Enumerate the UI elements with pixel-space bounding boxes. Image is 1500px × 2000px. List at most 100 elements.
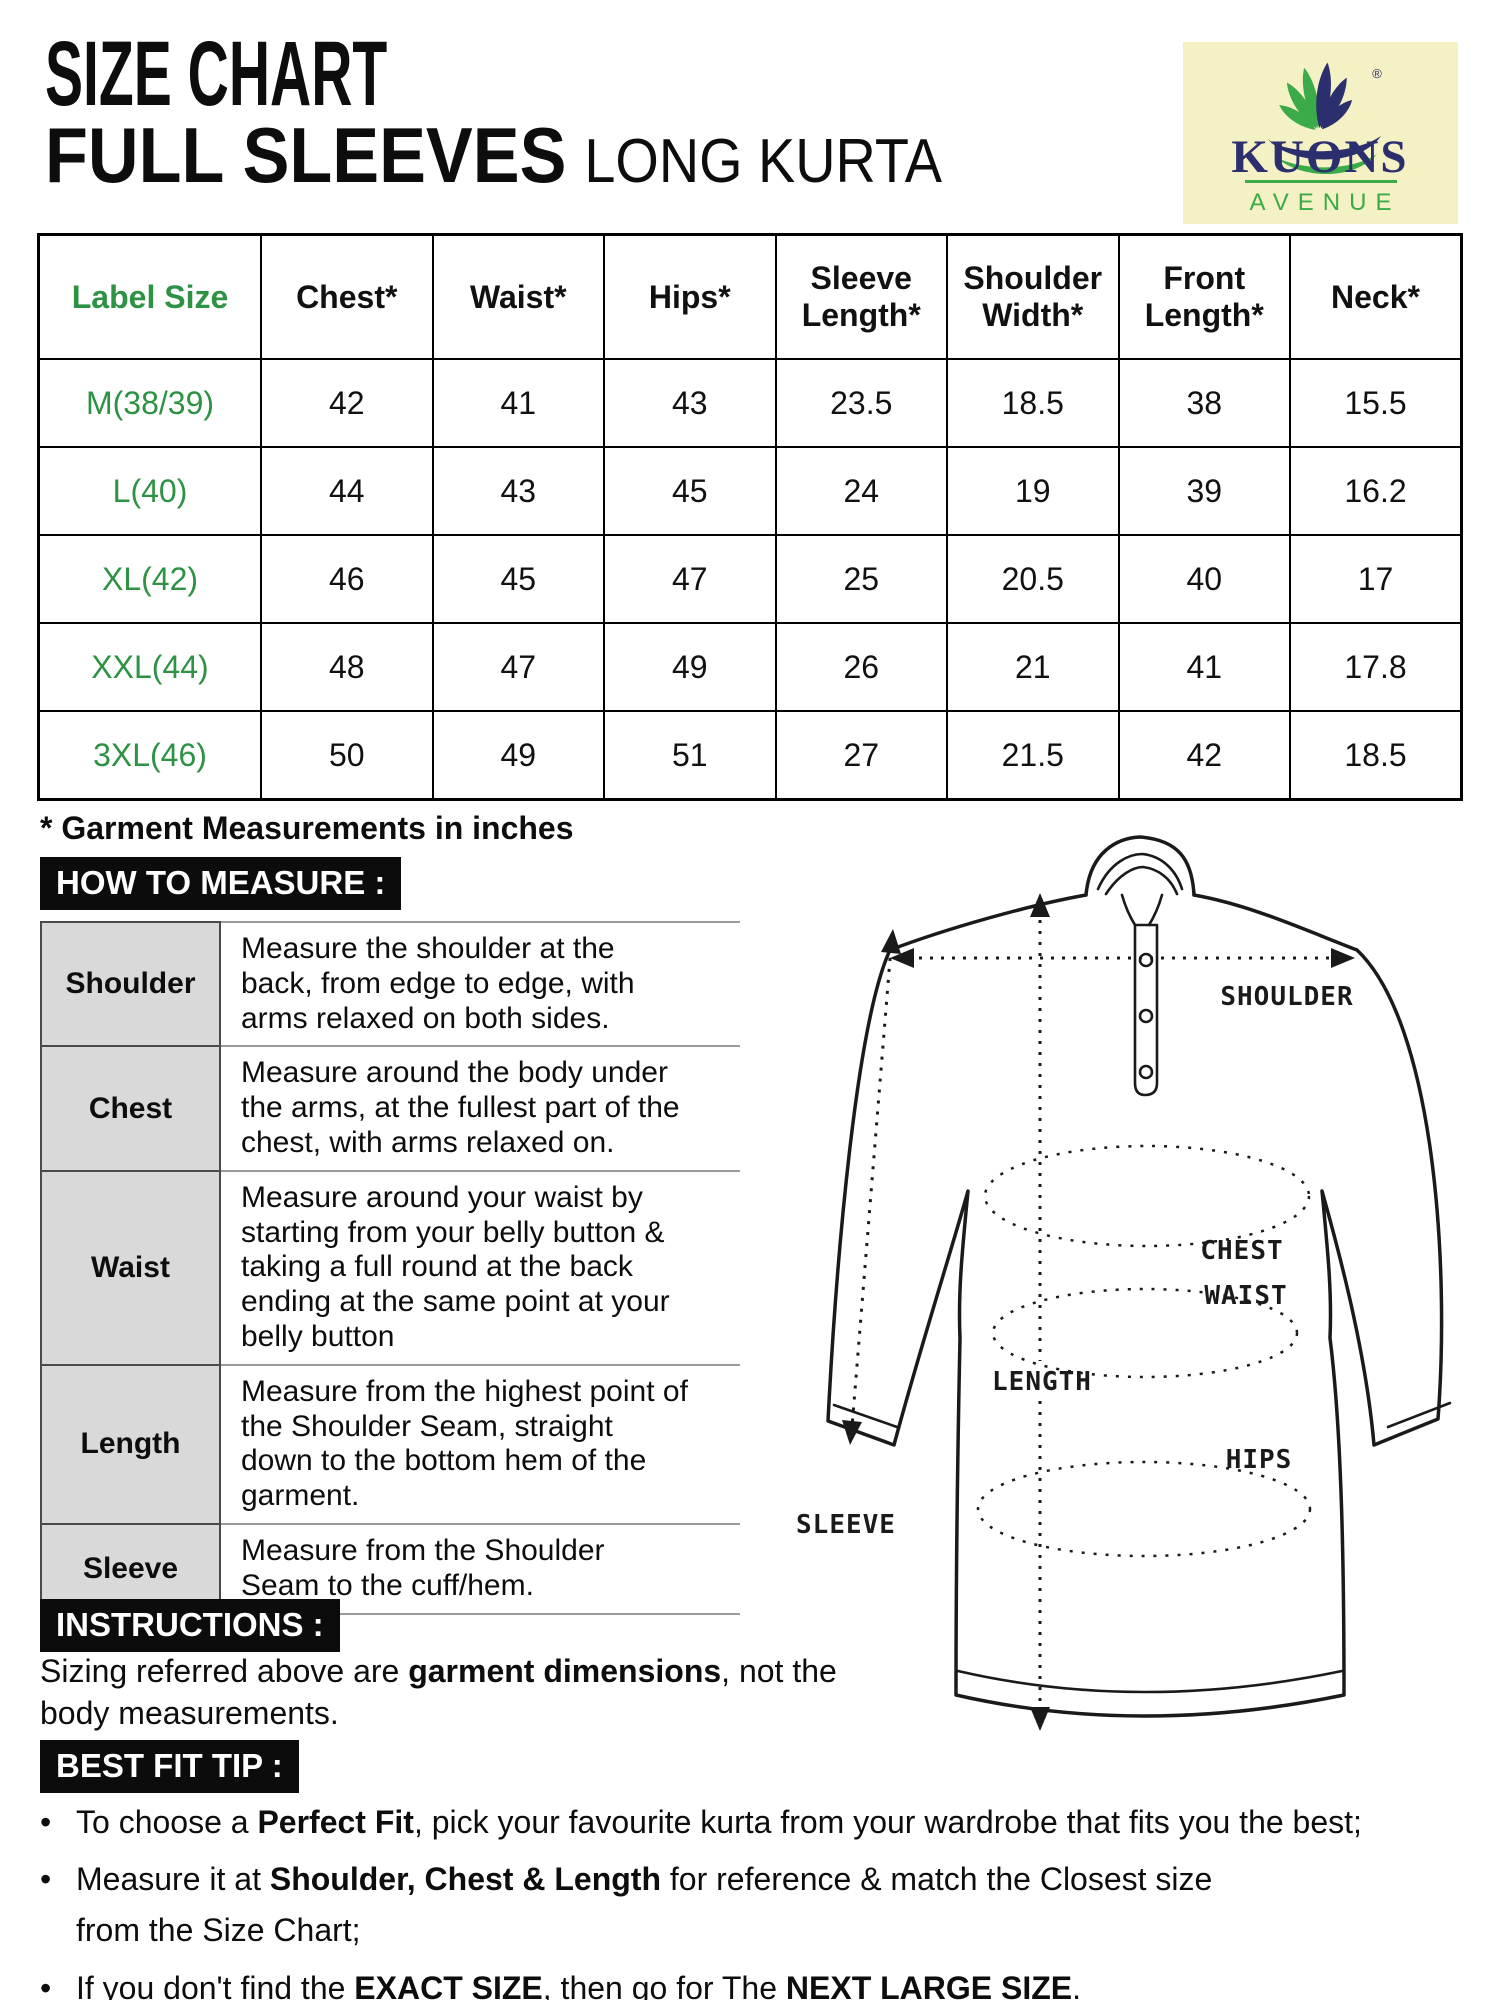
- measure-description: Measure the shoulder at the back, from e…: [220, 920, 740, 1048]
- measure-term: Waist: [40, 1169, 221, 1366]
- size-value-cell: 20.5: [946, 534, 1120, 624]
- size-value-cell: 17: [1289, 534, 1463, 624]
- size-value-cell: 49: [603, 622, 777, 712]
- measure-term: Shoulder: [40, 920, 221, 1048]
- measurements-footnote: * Garment Measurements in inches: [40, 810, 574, 846]
- size-row-l: L(40) 44 43 45 24 19 39 16.2: [37, 446, 1463, 536]
- size-value-cell: 21: [946, 622, 1120, 712]
- diagram-label-chest: CHEST: [1200, 1236, 1283, 1266]
- kurta-measurement-diagram: SHOULDER CHEST WAIST LENGTH HIPS SLEEVE: [790, 833, 1500, 1773]
- size-value-cell: 46: [260, 534, 434, 624]
- size-value-cell: 50: [260, 710, 434, 801]
- measure-row-waist: Waist Measure around your waist by start…: [40, 1169, 740, 1366]
- page-title: SIZE CHART: [45, 23, 388, 125]
- placket-icon: [1133, 923, 1159, 1097]
- size-value-cell: 25: [774, 534, 948, 624]
- column-header-chest: Chest*: [260, 233, 434, 360]
- size-value-cell: 47: [431, 622, 605, 712]
- bullet-icon: •: [40, 1969, 52, 2000]
- size-table-header-row: Label Size Chest* Waist* Hips* Sleeve Le…: [37, 233, 1463, 360]
- kuons-avenue-logo-icon: ® KUONS AVENUE: [1183, 42, 1458, 224]
- size-label-cell: L(40): [37, 446, 262, 536]
- diagram-label-hips: HIPS: [1226, 1445, 1293, 1475]
- size-value-cell: 49: [431, 710, 605, 801]
- column-header-neck: Neck*: [1289, 233, 1463, 360]
- size-value-cell: 16.2: [1289, 446, 1463, 536]
- size-label-cell: XL(42): [37, 534, 262, 624]
- kurta-outline-icon: [826, 893, 1444, 1718]
- size-value-cell: 21.5: [946, 710, 1120, 801]
- measure-description: Measure from the highest point of the Sh…: [220, 1363, 740, 1525]
- size-value-cell: 41: [431, 358, 605, 448]
- logo-sub-text: AVENUE: [1250, 189, 1401, 216]
- column-header-hips: Hips*: [603, 233, 777, 360]
- measure-description: Measure around your waist by starting fr…: [220, 1169, 740, 1366]
- size-value-cell: 27: [774, 710, 948, 801]
- diagram-label-shoulder: SHOULDER: [1220, 982, 1353, 1012]
- size-value-cell: 43: [431, 446, 605, 536]
- bullet-icon: •: [40, 1804, 52, 1840]
- size-value-cell: 47: [603, 534, 777, 624]
- size-value-cell: 51: [603, 710, 777, 801]
- size-value-cell: 38: [1117, 358, 1291, 448]
- column-header-front-length: Front Length*: [1117, 233, 1291, 360]
- bullet-text: To choose a Perfect Fit, pick your favou…: [76, 1804, 1362, 1840]
- diagram-label-sleeve: SLEEVE: [796, 1510, 896, 1540]
- size-value-cell: 45: [603, 446, 777, 536]
- size-value-cell: 23.5: [774, 358, 948, 448]
- size-value-cell: 42: [260, 358, 434, 448]
- how-to-measure-table: Shoulder Measure the shoulder at the bac…: [40, 920, 740, 1615]
- size-label-cell: XXL(44): [37, 622, 262, 712]
- column-header-shoulder-width: Shoulder Width*: [946, 233, 1120, 360]
- column-header-sleeve-length: Sleeve Length*: [774, 233, 948, 360]
- subtitle-secondary: LONG KURTA: [584, 127, 943, 196]
- registered-mark: ®: [1372, 66, 1382, 81]
- bullet-text: Measure it at Shoulder, Chest & Length f…: [76, 1861, 1213, 1949]
- list-item: • Measure it at Shoulder, Chest & Length…: [40, 1854, 1488, 1956]
- measure-description: Measure around the body under the arms, …: [220, 1045, 740, 1172]
- size-row-m: M(38/39) 42 41 43 23.5 18.5 38 15.5: [37, 358, 1463, 448]
- size-value-cell: 15.5: [1289, 358, 1463, 448]
- size-value-cell: 48: [260, 622, 434, 712]
- best-fit-tip-list: • To choose a Perfect Fit, pick your fav…: [40, 1797, 1488, 2000]
- size-label-cell: M(38/39): [37, 358, 262, 448]
- instructions-body: Sizing referred above are garment dimens…: [40, 1653, 837, 1731]
- size-value-cell: 42: [1117, 710, 1291, 801]
- size-value-cell: 39: [1117, 446, 1291, 536]
- bullet-icon: •: [40, 1861, 52, 1898]
- column-header-waist: Waist*: [431, 233, 605, 360]
- logo-leaves-icon: [1267, 62, 1381, 175]
- bullet-text: If you don't find the EXACT SIZE, then g…: [76, 1969, 1082, 2000]
- size-value-cell: 24: [774, 446, 948, 536]
- hips-girth-line-icon: [976, 1460, 1312, 1558]
- size-chart-table: Label Size Chest* Waist* Hips* Sleeve Le…: [37, 233, 1463, 801]
- waist-girth-line-icon: [991, 1287, 1299, 1379]
- chest-girth-line-icon: [983, 1144, 1311, 1248]
- diagram-label-waist: WAIST: [1204, 1281, 1287, 1311]
- size-value-cell: 45: [431, 534, 605, 624]
- list-item: • To choose a Perfect Fit, pick your fav…: [40, 1797, 1488, 1848]
- best-fit-tip-heading: BEST FIT TIP :: [40, 1740, 299, 1793]
- kurta-diagram-icon: SHOULDER CHEST WAIST LENGTH HIPS SLEEVE: [796, 835, 1452, 1731]
- size-value-cell: 18.5: [946, 358, 1120, 448]
- diagram-label-length: LENGTH: [992, 1367, 1092, 1397]
- size-value-cell: 19: [946, 446, 1120, 536]
- measure-term: Chest: [40, 1045, 221, 1172]
- size-value-cell: 43: [603, 358, 777, 448]
- size-value-cell: 18.5: [1289, 710, 1463, 801]
- measure-row-shoulder: Shoulder Measure the shoulder at the bac…: [40, 920, 740, 1048]
- size-value-cell: 41: [1117, 622, 1291, 712]
- column-header-label-size: Label Size: [37, 233, 262, 360]
- size-value-cell: 44: [260, 446, 434, 536]
- measure-row-chest: Chest Measure around the body under the …: [40, 1045, 740, 1172]
- size-label-cell: 3XL(46): [37, 710, 262, 801]
- size-row-xxl: XXL(44) 48 47 49 26 21 41 17.8: [37, 622, 1463, 712]
- instructions-heading: INSTRUCTIONS :: [40, 1599, 340, 1652]
- measure-row-length: Length Measure from the highest point of…: [40, 1363, 740, 1525]
- size-row-xl: XL(42) 46 45 47 25 20.5 40 17: [37, 534, 1463, 624]
- page-subtitle: FULL SLEEVES LONG KURTA: [45, 116, 942, 194]
- measure-term: Length: [40, 1363, 221, 1525]
- brand-logo: ® KUONS AVENUE: [1183, 42, 1458, 224]
- size-value-cell: 17.8: [1289, 622, 1463, 712]
